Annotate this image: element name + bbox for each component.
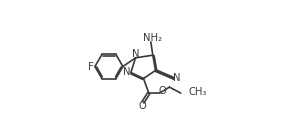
Text: O: O <box>158 86 166 96</box>
Text: F: F <box>88 61 94 72</box>
Text: CH₃: CH₃ <box>188 87 207 97</box>
Text: NH₂: NH₂ <box>143 33 162 43</box>
Text: N: N <box>173 73 181 84</box>
Text: N: N <box>132 49 139 59</box>
Text: O: O <box>139 101 146 111</box>
Text: N: N <box>123 67 131 78</box>
